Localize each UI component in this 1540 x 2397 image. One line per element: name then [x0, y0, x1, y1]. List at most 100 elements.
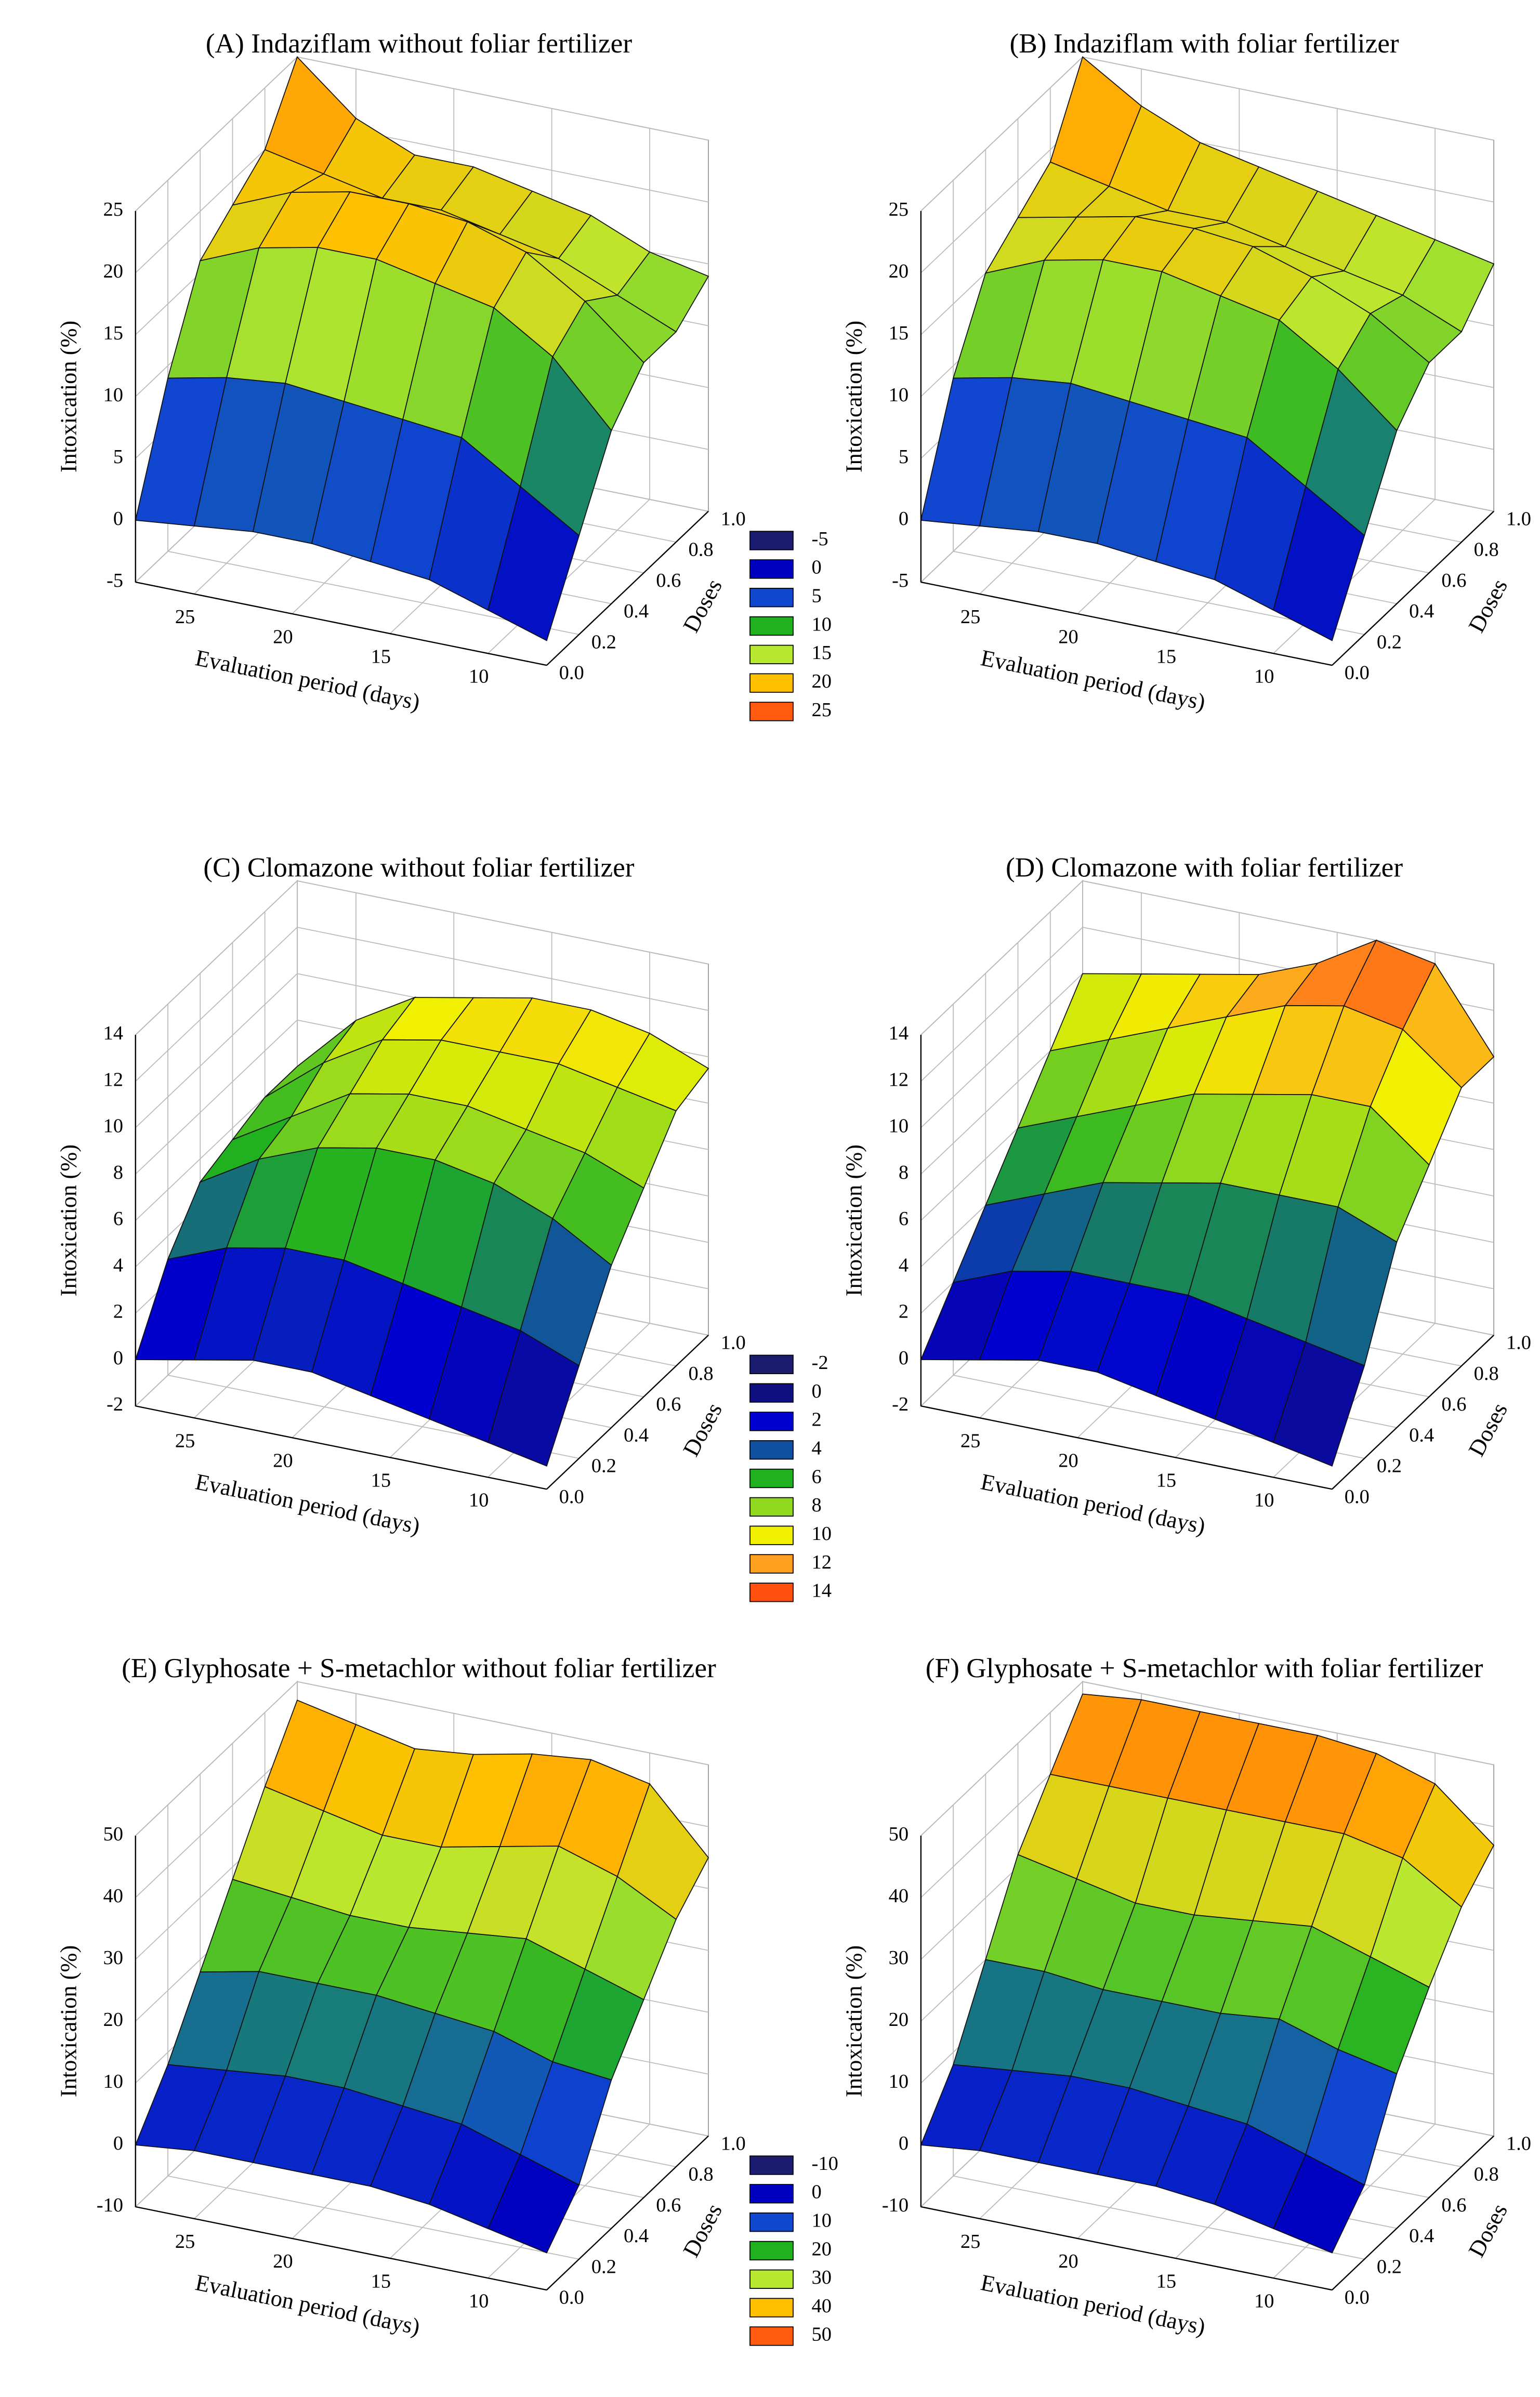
panel: -10 0 10 20 30 40 50 25 20 15 10 0.0 0.2 0.4 0.6 0.8 1.0… [56, 1652, 838, 2346]
panel: -2 0 2 4 6 8 10 12 14 25 20 15 10 0.0 0.2 0.4 0.6 0.8 1.0 I… [841, 851, 1531, 1539]
grid-line [953, 2175, 1365, 2260]
axis-line [135, 1405, 547, 1490]
x-tick-label: 20 [273, 626, 293, 648]
legend-label: 10 [812, 613, 832, 635]
z-axis-label: Intoxication (%) [56, 1144, 82, 1296]
legend-swatch [749, 2269, 794, 2289]
y-tick-label: 0.0 [1345, 662, 1370, 684]
x-tick-label: 15 [371, 2270, 391, 2292]
y-tick-label: 0.8 [688, 539, 713, 561]
legend-swatch [749, 673, 794, 693]
legend-label: 20 [812, 670, 832, 692]
z-tick-label: -5 [107, 570, 123, 591]
y-tick-label: 0.0 [1345, 2287, 1370, 2309]
y-tick-label: 0.2 [1377, 631, 1402, 653]
x-tick-label: 10 [469, 1490, 489, 1511]
z-tick-label: 0 [113, 508, 123, 530]
y-tick-label: 0.0 [559, 2287, 584, 2309]
x-tick-label: 10 [1254, 2290, 1274, 2312]
grid-line [297, 56, 709, 141]
z-tick-label: 20 [889, 2009, 909, 2031]
surface-cell [487, 1329, 580, 1467]
x-tick-label: 25 [960, 606, 981, 628]
legend-swatch [749, 1525, 794, 1545]
legend-label: 5 [812, 585, 822, 607]
grid-line [297, 927, 709, 1011]
panel: -5 0 5 10 15 20 25 25 20 15 10 0.0 0.2 0.4 0.6 0.8 1.0 In… [841, 28, 1531, 715]
y-axis-label: Doses [1463, 2199, 1512, 2261]
y-axis-label: Doses [1463, 1399, 1512, 1460]
z-tick-label: 10 [103, 1115, 123, 1137]
axis-line [135, 581, 547, 666]
z-axis-label: Intoxication (%) [56, 321, 82, 472]
z-tick-label: 50 [103, 1823, 123, 1845]
legend-swatch [749, 1554, 794, 1574]
y-tick-label: 0.8 [688, 1363, 713, 1385]
z-tick-label: 10 [889, 2071, 909, 2092]
z-tick-label: 14 [103, 1022, 123, 1044]
z-tick-label: 2 [113, 1301, 123, 1323]
grid-line [920, 1681, 1083, 1836]
y-tick-label: 0.0 [559, 662, 584, 684]
z-tick-label: 12 [103, 1069, 123, 1090]
legend-swatch [749, 702, 794, 721]
z-tick-label: 5 [899, 446, 909, 468]
legend-label: -5 [812, 528, 828, 550]
y-tick-label: 0.8 [1474, 539, 1499, 561]
legend-swatch [749, 1440, 794, 1460]
legend-label: 4 [812, 1438, 822, 1459]
y-tick-label: 0.2 [591, 2256, 616, 2277]
grid-line [135, 927, 298, 1082]
x-tick-label: 10 [469, 2290, 489, 2312]
x-tick-label: 10 [469, 665, 489, 687]
axis-line [1332, 2135, 1494, 2290]
axis-line [1332, 1335, 1494, 1490]
grid-line [920, 973, 1083, 1128]
z-tick-label: 8 [113, 1162, 123, 1183]
panel-title: (D) Clomazone with foliar fertilizer [1006, 851, 1403, 883]
legend-swatch [749, 2184, 794, 2204]
y-tick-label: 0.0 [1345, 1486, 1370, 1508]
axis-line [135, 2206, 547, 2291]
panel: -10 0 10 20 30 40 50 25 20 15 10 0.0 0.2 0.4 0.6 0.8 1.0… [841, 1652, 1531, 2340]
z-tick-label: 10 [889, 384, 909, 406]
legend-swatch [749, 559, 794, 579]
grid-line [135, 880, 298, 1035]
y-tick-label: 0.4 [624, 1424, 649, 1446]
x-tick-label: 20 [1058, 626, 1078, 648]
legend-label: 0 [812, 2181, 822, 2203]
z-tick-label: -10 [97, 2194, 123, 2216]
z-tick-label: -2 [107, 1393, 123, 1415]
z-tick-label: 50 [889, 1823, 909, 1845]
z-tick-label: 40 [103, 1885, 123, 1907]
legend-label: 15 [812, 642, 832, 664]
legend-label: -10 [812, 2153, 838, 2175]
legend-label: 40 [812, 2295, 832, 2317]
surface-cell [1272, 1341, 1365, 1467]
z-tick-label: 20 [103, 2009, 123, 2031]
legend-swatch [749, 1383, 794, 1403]
y-tick-label: 0.2 [1377, 1455, 1402, 1477]
y-tick-label: 0.6 [656, 570, 681, 591]
y-tick-label: 0.6 [1441, 1393, 1466, 1415]
panel-title: (A) Indaziflam without foliar fertilizer [206, 28, 633, 59]
z-tick-label: 10 [103, 384, 123, 406]
z-tick-label: 15 [103, 322, 123, 344]
x-tick-label: 25 [960, 2231, 981, 2253]
legend-swatch [749, 1497, 794, 1517]
axis-line [546, 2135, 709, 2290]
grid-line [488, 499, 650, 654]
y-tick-label: 1.0 [721, 2132, 746, 2154]
surface-cell [1272, 485, 1365, 641]
x-tick-label: 10 [1254, 1490, 1274, 1511]
legend-swatch [749, 2241, 794, 2261]
legend-swatch [749, 2212, 794, 2232]
y-tick-label: 1.0 [721, 508, 746, 530]
grid-line [297, 880, 709, 965]
x-tick-label: 10 [1254, 665, 1274, 687]
x-tick-label: 15 [1156, 1470, 1177, 1492]
x-tick-label: 15 [1156, 2270, 1177, 2292]
z-tick-label: 6 [113, 1208, 123, 1230]
y-tick-label: 0.8 [1474, 1363, 1499, 1385]
